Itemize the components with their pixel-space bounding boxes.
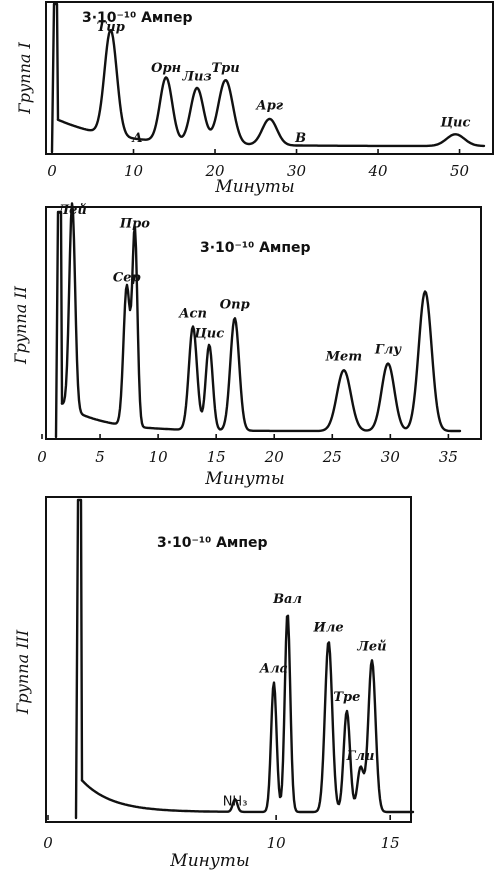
chromatogram-trace xyxy=(80,614,415,814)
x-tick-label: 0 xyxy=(37,448,47,466)
peak-label: Мет xyxy=(325,349,362,364)
panel-2-frame xyxy=(45,206,482,440)
chromatogram-trace xyxy=(56,29,486,148)
x-tick-label: 20 xyxy=(264,448,285,466)
x-tick-label: 0 xyxy=(43,834,53,852)
x-tick-label: 15 xyxy=(381,834,400,852)
x-tick-label: 30 xyxy=(287,162,307,180)
panel-3-y-label: Группа III xyxy=(13,629,32,715)
x-tick-label: 30 xyxy=(381,448,401,466)
x-tick-label: 5 xyxy=(95,448,105,466)
panel-2-x-label: Минуты xyxy=(204,469,284,489)
peak-label: Иле xyxy=(313,620,344,635)
panel-1-curve xyxy=(50,2,486,154)
x-tick-label: 25 xyxy=(322,448,342,466)
panel-3-frame xyxy=(45,496,412,823)
panel-1-frame xyxy=(45,1,494,155)
panel-3-ticks: 0 10 15 xyxy=(43,815,400,852)
peak-label: Про xyxy=(119,217,150,232)
peak-label: Лиз xyxy=(181,70,211,85)
panel-1-x-label: Минуты xyxy=(214,177,294,197)
panel-3-curve xyxy=(74,498,415,820)
peak-label: NH₃ xyxy=(223,794,248,809)
peak-label: Лей xyxy=(57,203,87,218)
panel-2-curve xyxy=(54,202,462,439)
panel-3-peak-labels: NH₃ Ала Вал Иле Тре Гли Лей xyxy=(223,592,387,809)
panel-group-3: 3·10⁻¹⁰ Ампер Группа III Минуты 0 10 15 NH… xyxy=(13,496,415,871)
panel-1-scale-label: 3·10⁻¹⁰ Ампер xyxy=(82,10,193,26)
peak-label: Опр xyxy=(220,298,250,313)
x-tick-label: 0 xyxy=(47,162,57,180)
x-tick-label: 10 xyxy=(124,162,144,180)
peak-label: Ала xyxy=(259,661,289,676)
panel-group-2: 3·10⁻¹⁰ Ампер Группа II Минуты 0 5 10 15 20 2… xyxy=(11,202,482,489)
peak-label: Цис xyxy=(193,327,224,342)
x-tick-label: 40 xyxy=(367,162,388,180)
peak-label: Арг xyxy=(255,99,284,114)
panel-3-x-label: Минуты xyxy=(169,851,249,871)
peak-label: Орн xyxy=(151,61,181,76)
peak-label: Лей xyxy=(356,639,386,654)
peak-label: Вал xyxy=(272,592,302,607)
solvent-front xyxy=(74,498,84,820)
peak-label: Асп xyxy=(178,307,207,322)
peak-label: Три xyxy=(212,61,240,76)
peak-label: Тир xyxy=(97,20,125,35)
x-tick-label: 10 xyxy=(149,448,169,466)
peak-label: Глу xyxy=(374,343,402,358)
solvent-front xyxy=(54,210,64,439)
x-tick-label: 10 xyxy=(267,834,287,852)
x-tick-label: 50 xyxy=(450,162,470,180)
panel-2-scale-label: 3·10⁻¹⁰ Ампер xyxy=(200,240,311,256)
panel-1-y-label: Группа I xyxy=(15,41,34,114)
panel-2-y-label: Группа II xyxy=(11,285,30,365)
peak-label: А xyxy=(131,131,143,146)
peak-label: Цис xyxy=(440,115,471,130)
peak-label: Тре xyxy=(333,690,360,705)
panel-3-scale-label: 3·10⁻¹⁰ Ампер xyxy=(157,535,268,551)
panel-2-ticks: 0 5 10 15 20 25 30 35 xyxy=(37,434,458,466)
peak-label: Сер xyxy=(113,271,141,286)
solvent-front xyxy=(50,2,60,154)
panel-group-1: 3·10⁻¹⁰ Ампер Группа I Минуты 0 10 20 30 40 5… xyxy=(15,1,494,197)
chromatogram-trace xyxy=(60,202,462,433)
x-tick-label: 20 xyxy=(204,162,225,180)
panel-1-ticks: 0 10 20 30 40 50 xyxy=(47,149,470,180)
x-tick-label: 15 xyxy=(207,448,226,466)
peak-label: Гли xyxy=(346,749,375,764)
panel-2-peak-labels: Лей Сер Про Асп Цис Опр Мет Глу xyxy=(57,203,403,364)
peak-label: В xyxy=(294,131,306,146)
x-tick-label: 35 xyxy=(439,448,458,466)
